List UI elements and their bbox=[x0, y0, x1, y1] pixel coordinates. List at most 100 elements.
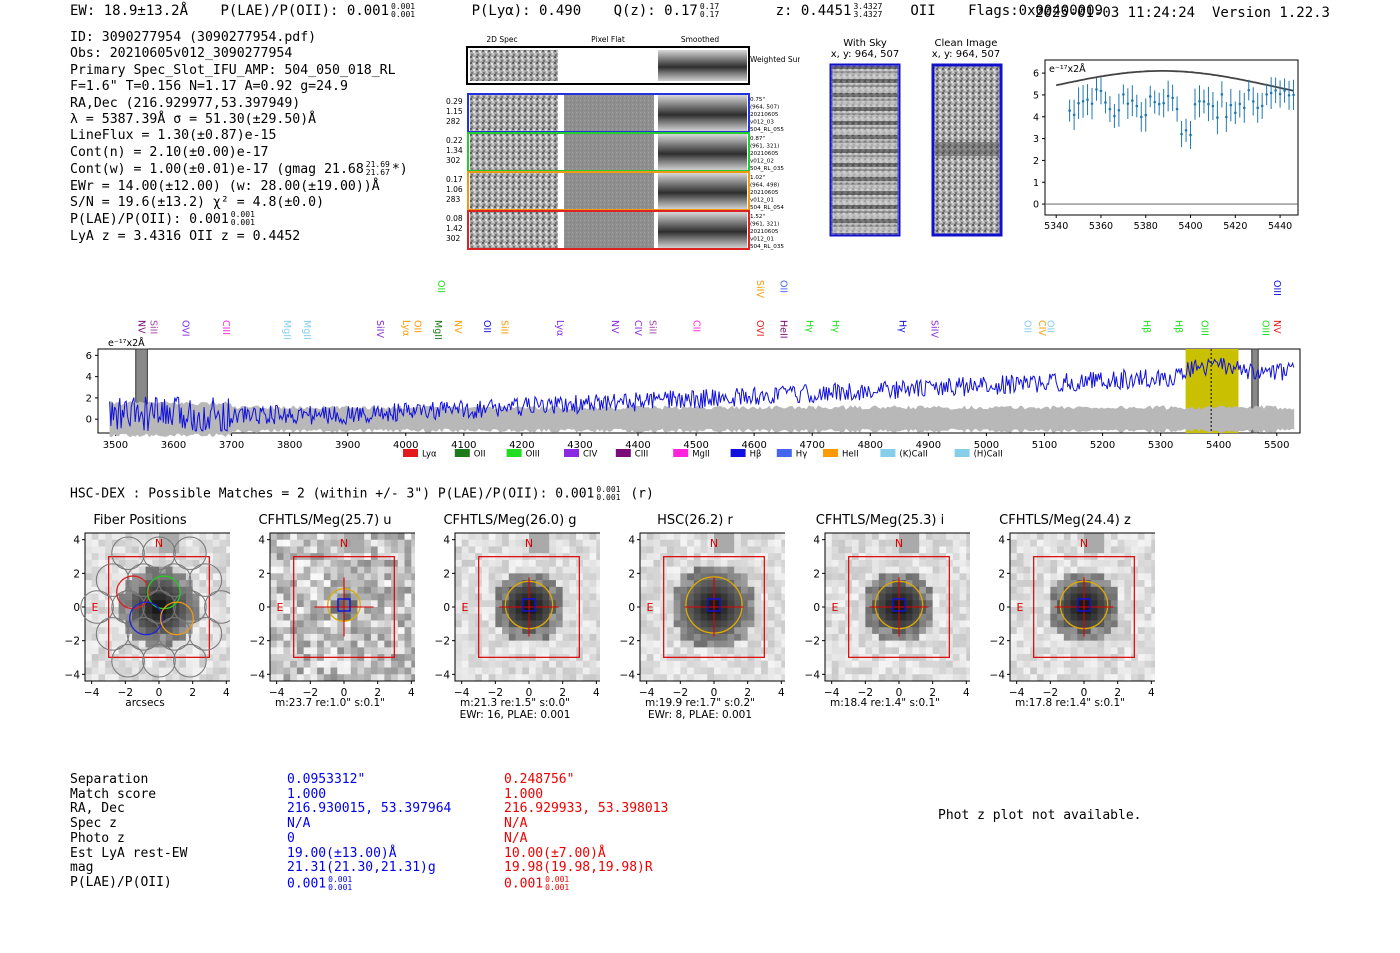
cutout-xtick: −4 bbox=[84, 687, 100, 699]
emission-line-label: OVI bbox=[179, 320, 190, 337]
match-value: 1.000 bbox=[287, 786, 327, 802]
fiber-row-stat: 302 bbox=[446, 234, 461, 243]
plae-value: P(LAE)/P(OII): 0.001 0.001 0.001 bbox=[220, 2, 416, 20]
zoom-spectrum-plot: e⁻¹⁷x2Å 0 1 2 3 4 5 6 5340 5360 5380 5400 5420 5440 bbox=[1033, 59, 1299, 232]
ew-value: EW: 18.9±13.2Å bbox=[70, 3, 189, 19]
fiber-row-stat: 283 bbox=[446, 195, 461, 204]
zoom-model-curve bbox=[1056, 70, 1294, 92]
cutout-xtick: −2 bbox=[858, 687, 873, 699]
emission-line-label: SiIV bbox=[374, 320, 385, 338]
match-value: 0.248756" bbox=[504, 772, 575, 787]
zoom-point bbox=[1211, 104, 1215, 108]
cutout-xtick: 4 bbox=[223, 687, 230, 699]
zoom-ytick: 1 bbox=[1033, 178, 1039, 189]
det-lyaz: LyA z = 3.4316 OII z = 0.4452 bbox=[70, 228, 301, 244]
cutout-ytick: 4 bbox=[998, 535, 1005, 547]
cutout-xtick: 2 bbox=[559, 687, 566, 699]
cutout-xtick: −4 bbox=[639, 687, 655, 699]
zoom-xtick: 5360 bbox=[1089, 221, 1113, 232]
zoom-point bbox=[1274, 89, 1277, 92]
zoom-unit-label: e⁻¹⁷x2Å bbox=[1049, 63, 1086, 75]
cutout-xtick: −2 bbox=[1043, 687, 1058, 699]
north-label: N bbox=[1080, 537, 1088, 550]
fiber-circle bbox=[142, 536, 176, 571]
fiber-row-flat bbox=[564, 173, 654, 209]
full-xtick: 3700 bbox=[219, 440, 244, 451]
cutout-ytick: −4 bbox=[435, 669, 451, 681]
aperture-box bbox=[848, 556, 950, 658]
legend-swatch bbox=[673, 449, 689, 457]
weighted-sum-label: Weighted Sum bbox=[750, 55, 800, 64]
match-label: Separation bbox=[70, 772, 149, 787]
fiber-row-stat: 1.15 bbox=[446, 107, 463, 116]
fiber-circle bbox=[188, 563, 223, 597]
fiber-circle bbox=[157, 617, 192, 651]
full-ytick: 4 bbox=[86, 372, 92, 383]
zoom-point bbox=[1099, 89, 1103, 93]
zoom-xtick: 5380 bbox=[1134, 221, 1158, 232]
full-xtick: 4100 bbox=[451, 440, 476, 451]
cutout-xtick: −2 bbox=[303, 687, 318, 699]
legend-label: OIII bbox=[526, 450, 540, 460]
full-xtick: 3500 bbox=[103, 440, 128, 451]
east-label: E bbox=[277, 601, 284, 614]
fiber-row-meta: v012_03 bbox=[750, 120, 774, 126]
zoom-point bbox=[1131, 99, 1134, 102]
zoom-point bbox=[1175, 107, 1179, 111]
cutout-ytick: 2 bbox=[813, 568, 820, 580]
zoom-ytick: 6 bbox=[1033, 69, 1039, 80]
emission-line-label: OII bbox=[435, 280, 446, 293]
zoom-point bbox=[1122, 93, 1125, 96]
legend-label: (K)CaII bbox=[899, 450, 927, 460]
zoom-xtick: 5420 bbox=[1223, 221, 1247, 232]
cutout-ytick: 4 bbox=[443, 535, 450, 547]
spec2d-panels: 2D Spec Pixel Flat Smoothed Weighted Sum… bbox=[446, 35, 800, 250]
emission-line-label: CII bbox=[690, 320, 701, 332]
cutout-title: Fiber Positions bbox=[93, 513, 187, 528]
fiber-circle bbox=[95, 563, 130, 597]
full-xtick: 5500 bbox=[1264, 440, 1289, 451]
match-value: 216.929933, 53.398013 bbox=[504, 801, 669, 817]
weighted-sum-smoothed bbox=[658, 50, 747, 81]
fiber-circle bbox=[142, 643, 176, 678]
cutout-ytick: 4 bbox=[73, 535, 80, 547]
emission-line-label: OIII bbox=[1198, 320, 1209, 336]
zoom-point bbox=[1166, 94, 1170, 98]
det-id: ID: 3090277954 (3090277954.pdf) bbox=[70, 30, 317, 45]
zoom-point bbox=[1193, 102, 1197, 106]
cutout-ytick: −2 bbox=[805, 636, 820, 648]
zoom-point bbox=[1202, 100, 1206, 103]
cutout-title: CFHTLS/Meg(26.0) g bbox=[443, 513, 577, 528]
fiber-row-meta: (964, 498) bbox=[750, 183, 779, 189]
z-value: z: 0.4451 3.4327 3.4327 OII bbox=[775, 2, 936, 20]
cutout-ytick: 0 bbox=[258, 602, 265, 614]
zoom-point bbox=[1229, 103, 1233, 107]
full-xtick: 3600 bbox=[161, 440, 186, 451]
masked-region bbox=[1251, 348, 1259, 434]
fiber-row-meta: 504_RL_035 bbox=[750, 166, 784, 172]
match-label: mag bbox=[70, 860, 94, 876]
cutout-image: N E 4 2 0 −2 −4−4 −2 0 2 4 bbox=[65, 532, 230, 699]
zoom-point bbox=[1256, 106, 1259, 110]
fiber-row-2d bbox=[470, 134, 558, 170]
zoom-point bbox=[1148, 95, 1152, 98]
fiber-row-meta: 504_RL_054 bbox=[750, 205, 784, 211]
legend-swatch bbox=[506, 449, 522, 457]
zoom-point bbox=[1144, 113, 1148, 117]
match-labels: Separation Match score RA, Dec Spec z Photo … bbox=[70, 772, 187, 891]
zoom-point bbox=[1234, 111, 1237, 115]
zoom-point bbox=[1068, 109, 1071, 112]
emission-line-label: Hβ bbox=[1140, 320, 1151, 333]
zoom-ytick: 5 bbox=[1033, 90, 1039, 101]
cutout-xtick: 4 bbox=[408, 687, 415, 699]
match-value: 19.00(±13.00)Å bbox=[287, 845, 397, 861]
cutout-xtick: −2 bbox=[488, 687, 503, 699]
fiber-row-flat bbox=[564, 212, 654, 248]
match-value: 0.001 0.001 0.001 bbox=[504, 874, 570, 892]
fiber-row-stat: 1.34 bbox=[446, 146, 463, 155]
summary-header: EW: 18.9±13.2Å P(LAE)/P(OII): 0.001 0.001… bbox=[70, 2, 1127, 20]
detection-box bbox=[707, 598, 721, 612]
cutout-xtick: 2 bbox=[189, 687, 196, 699]
cutout-xtick: 2 bbox=[1114, 687, 1121, 699]
